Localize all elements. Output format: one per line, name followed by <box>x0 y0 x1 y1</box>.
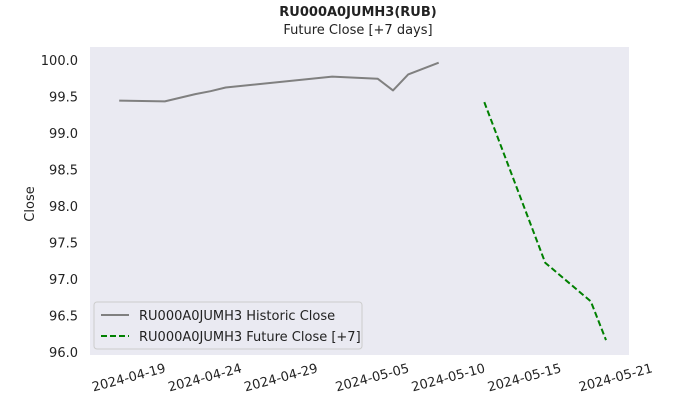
data-point <box>590 301 592 303</box>
y-tick-label: 99.5 <box>49 91 78 106</box>
data-point <box>164 101 166 103</box>
data-point <box>331 76 333 78</box>
x-tick-label: 2024-04-29 <box>243 361 320 395</box>
data-point <box>392 90 394 92</box>
data-point <box>118 100 120 102</box>
y-tick-label: 97.0 <box>49 273 78 288</box>
x-tick-label: 2024-05-10 <box>410 361 487 395</box>
legend-label: RU000A0JUMH3 Historic Close <box>139 309 335 324</box>
x-axis-ticks: 2024-04-19 2024-04-24 2024-04-29 2024-05-05… <box>91 361 655 395</box>
data-point <box>210 90 212 92</box>
y-tick-label: 98.5 <box>49 164 78 179</box>
y-axis-ticks: 96.0 96.5 97.0 97.5 98.0 98.5 99.0 99.5 100.0 <box>41 54 78 361</box>
y-tick-label: 96.0 <box>49 346 78 361</box>
legend-label: RU000A0JUMH3 Future Close [+7] <box>139 330 361 345</box>
data-point <box>544 262 546 264</box>
y-axis-label: Close <box>23 186 38 221</box>
data-point <box>605 339 607 341</box>
x-tick-label: 2024-04-19 <box>91 361 168 395</box>
x-tick-label: 2024-04-24 <box>167 361 244 395</box>
data-point <box>225 87 227 89</box>
data-point <box>407 74 409 76</box>
y-tick-label: 100.0 <box>41 54 78 69</box>
data-point <box>438 62 440 64</box>
chart-title: RU000A0JUMH3(RUB) <box>279 5 436 20</box>
data-point <box>484 101 486 103</box>
legend: RU000A0JUMH3 Historic Close RU000A0JUMH3 … <box>93 301 363 350</box>
x-tick-label: 2024-05-21 <box>577 361 654 395</box>
legend-box <box>93 301 363 350</box>
y-tick-label: 96.5 <box>49 310 78 325</box>
x-tick-label: 2024-05-05 <box>334 361 411 395</box>
y-tick-label: 99.0 <box>49 127 78 142</box>
y-tick-label: 97.5 <box>49 237 78 252</box>
series-line-historic <box>119 61 440 103</box>
data-point <box>195 93 197 95</box>
data-point <box>377 78 379 80</box>
y-tick-label: 98.0 <box>49 200 78 215</box>
series-line-future <box>483 101 607 341</box>
chart-subtitle: Future Close [+7 days] <box>283 23 432 38</box>
x-tick-label: 2024-05-15 <box>486 361 563 395</box>
series-layer <box>118 61 607 341</box>
